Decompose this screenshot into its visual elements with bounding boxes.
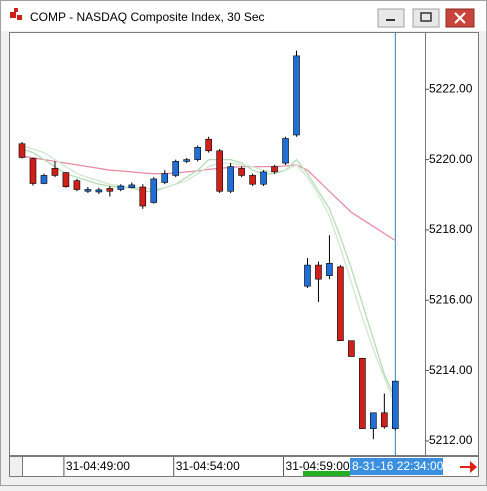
candle-body — [315, 264, 322, 280]
cursor-label-box — [350, 458, 443, 475]
title-bar — [1, 1, 486, 31]
close-button[interactable] — [445, 8, 475, 28]
candle-body — [359, 357, 366, 429]
moving-average-line — [21, 148, 396, 399]
candle-body — [18, 143, 26, 158]
candle-body — [326, 263, 333, 276]
candle-body — [29, 158, 37, 184]
candle-body — [227, 166, 234, 192]
candle-body — [73, 180, 81, 190]
candle-body — [381, 412, 388, 428]
y-tick-label: 5214.00 — [429, 363, 473, 377]
candle-body — [271, 166, 278, 173]
cursor-label: 8-31-16 22:34:00 — [352, 459, 444, 473]
candle-body — [40, 175, 48, 184]
candle-body — [392, 380, 399, 429]
candle-body — [293, 55, 300, 136]
session-bar — [303, 471, 350, 476]
scroll-right-arrow[interactable] — [460, 461, 477, 473]
candle-body — [249, 175, 256, 185]
candle-body — [304, 264, 311, 287]
y-tick-label: 5220.00 — [429, 152, 473, 166]
candle-body — [205, 138, 212, 152]
maximize-button[interactable] — [412, 8, 440, 28]
candle-body — [62, 172, 70, 187]
scroll-box[interactable] — [9, 456, 23, 477]
candle-body — [84, 189, 92, 192]
x-tick-label: 31-04:59:00 — [286, 459, 350, 473]
y-tick-label: 5218.00 — [429, 222, 473, 236]
x-tick-label: 31-04:49:00 — [66, 459, 130, 473]
plot-area — [9, 32, 426, 456]
minimize-button[interactable] — [377, 8, 405, 28]
candle-body — [238, 168, 245, 176]
candle-body — [128, 184, 136, 189]
candle-body — [106, 188, 114, 192]
app-icon — [10, 8, 22, 20]
candle-body — [370, 412, 377, 429]
candle-body — [194, 146, 201, 160]
candle-body — [337, 266, 344, 342]
x-tick-label: 31-04:54:00 — [176, 459, 240, 473]
moving-average-line — [21, 155, 396, 242]
candle-body — [348, 340, 355, 357]
candle-body — [282, 138, 289, 164]
candle-body — [150, 178, 158, 203]
y-tick-label: 5222.00 — [429, 81, 473, 95]
candle-body — [51, 168, 59, 176]
candle-body — [216, 150, 223, 192]
plot: 5212.00 5214.00 5216.00 5218.00 5220.00 5222.… — [18, 33, 473, 476]
candle-body — [172, 161, 180, 176]
candle-body — [117, 185, 125, 190]
candle-body — [161, 173, 169, 183]
candle-body — [260, 171, 267, 185]
candle-body — [139, 186, 147, 207]
candle-body — [183, 159, 190, 162]
y-tick-label: 5212.00 — [429, 433, 473, 447]
window-title: COMP - NASDAQ Composite Index, 30 Sec — [30, 10, 265, 24]
moving-average-line — [21, 144, 396, 407]
price-axis-panel — [425, 32, 479, 456]
candle-body — [95, 189, 103, 193]
y-tick-label: 5216.00 — [429, 292, 473, 306]
